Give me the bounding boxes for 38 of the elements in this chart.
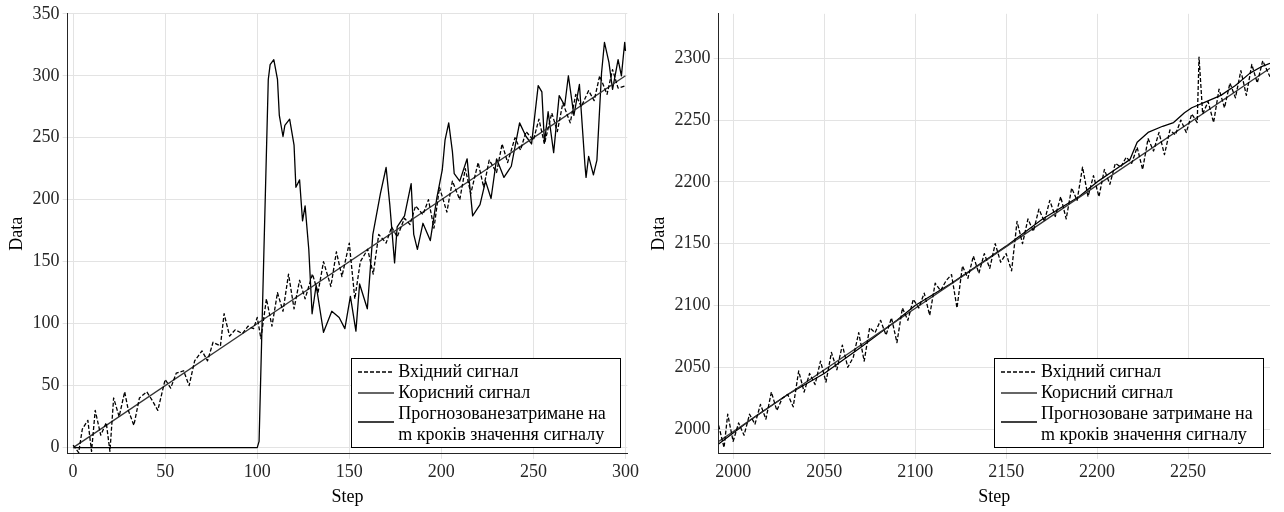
legend-label: Прогнозоване затримане на m кроків значення сигналу [1041, 402, 1254, 445]
x-tick-label: 2100 [897, 461, 934, 482]
y-tick-label: 0 [50, 436, 60, 457]
x-tick-label: 2150 [988, 461, 1025, 482]
x-tick-label: 2050 [806, 461, 843, 482]
x-tick-label: 300 [611, 461, 639, 482]
y-tick-label: 2000 [674, 417, 711, 438]
x-axis-title: Step [331, 485, 364, 506]
x-tick-label: 0 [68, 461, 78, 482]
y-tick-label: 100 [32, 312, 60, 333]
y-tick-label: 300 [32, 64, 60, 85]
legend-label: Прогнозованезатримане на m кроків значення сигналу [398, 402, 607, 445]
legend-label: Корисний сигнал [398, 381, 531, 403]
y-tick-label: 50 [41, 374, 60, 395]
y-tick-label: 200 [32, 188, 60, 209]
y-tick-label: 2100 [674, 294, 711, 315]
y-tick-label: 2200 [674, 170, 711, 191]
y-tick-label: 2250 [674, 108, 711, 129]
y-tick-label: 2300 [674, 47, 711, 68]
x-tick-label: 100 [243, 461, 271, 482]
x-axis-title: Step [978, 485, 1011, 506]
legend-label: Корисний сигнал [1041, 381, 1173, 403]
x-tick-label: 200 [427, 461, 455, 482]
y-tick-label: 250 [32, 126, 60, 147]
legend-label: Вхідний сигнал [1041, 360, 1162, 382]
y-axis-title: Data [647, 216, 668, 251]
y-tick-label: 150 [32, 250, 60, 271]
y-tick-label: 2050 [674, 356, 711, 377]
x-tick-label: 2200 [1079, 461, 1116, 482]
x-tick-label: 50 [156, 461, 175, 482]
legend-label: Вхідний сигнал [398, 360, 519, 382]
y-tick-label: 2150 [674, 232, 711, 253]
y-tick-label: 350 [32, 2, 60, 23]
y-axis-title: Data [5, 216, 26, 251]
x-tick-label: 250 [519, 461, 547, 482]
x-tick-label: 150 [335, 461, 363, 482]
x-tick-label: 2250 [1170, 461, 1207, 482]
x-tick-label: 2000 [715, 461, 752, 482]
